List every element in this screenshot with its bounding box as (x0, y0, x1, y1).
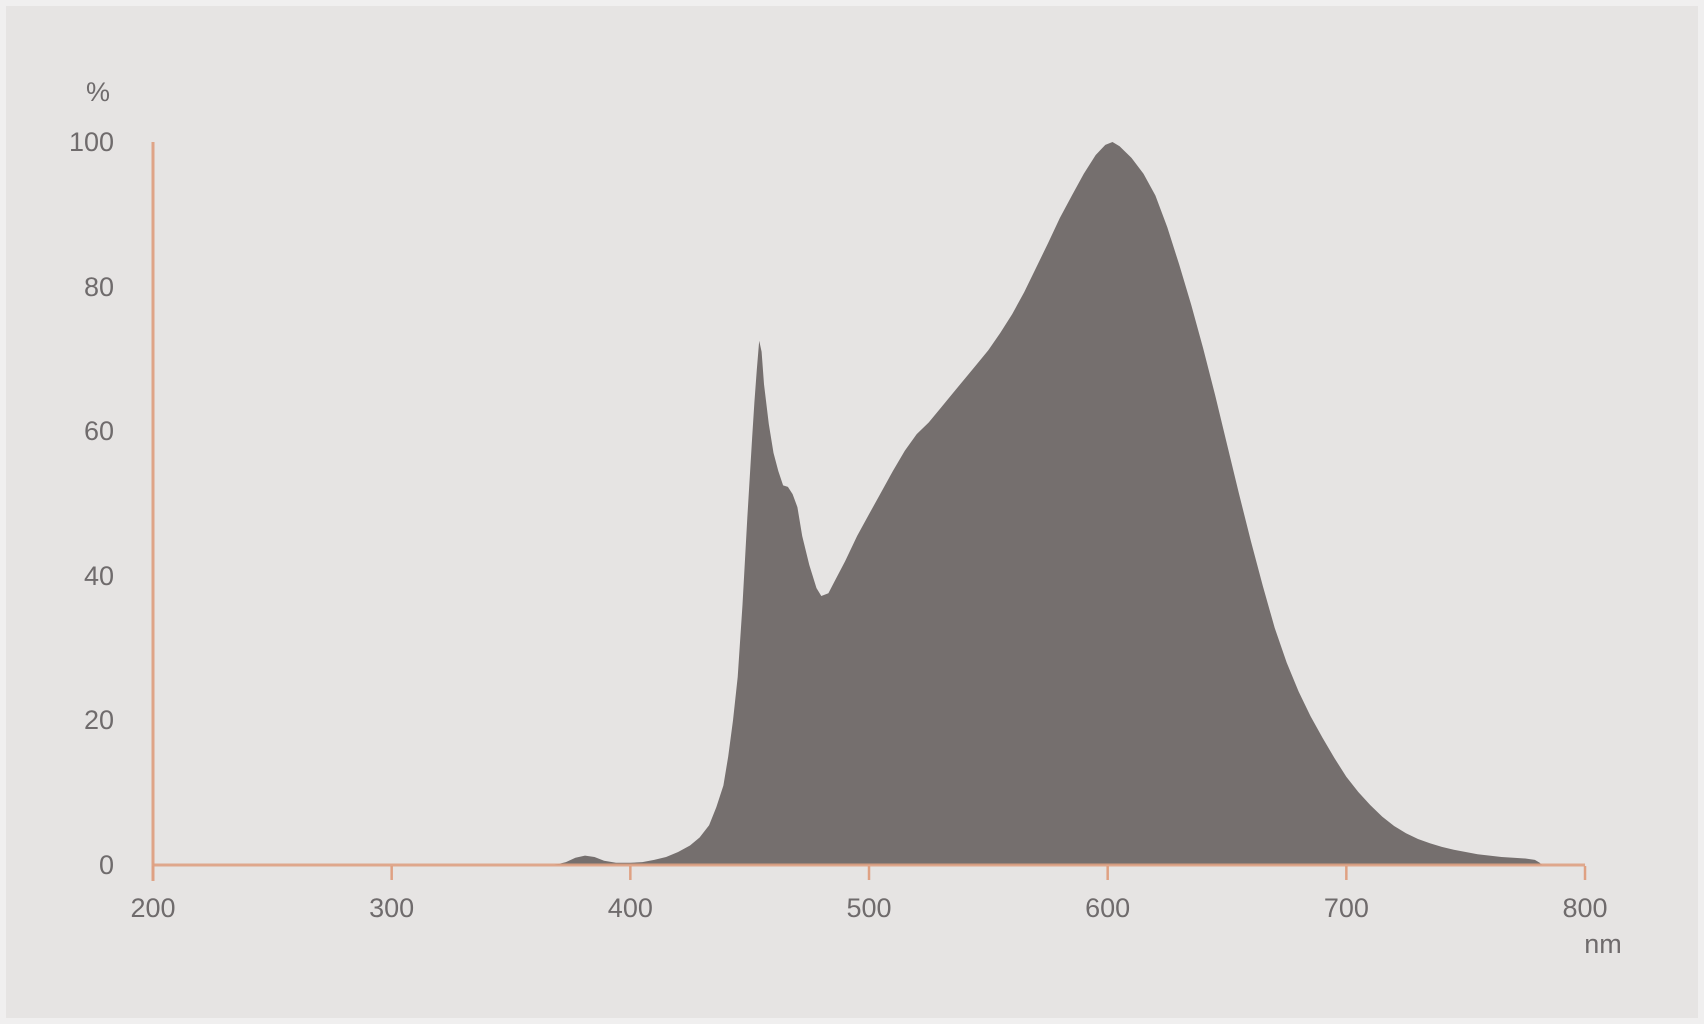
y-tick-label: 0 (98, 850, 114, 880)
x-tick-label: 500 (846, 893, 892, 923)
x-tick-label: 800 (1562, 893, 1608, 923)
x-tick-label: 200 (130, 893, 176, 923)
x-axis-unit-label: nm (1584, 929, 1622, 959)
y-tick-label: 20 (83, 705, 114, 736)
x-tick-label: 600 (1085, 893, 1131, 923)
x-tick-label: 300 (369, 893, 415, 923)
y-tick-label: 40 (83, 560, 114, 591)
y-tick-label: 60 (83, 416, 114, 447)
x-tick-label: 400 (607, 893, 653, 923)
x-tick-label: 700 (1323, 893, 1369, 923)
y-tick-label: 100 (68, 127, 114, 157)
spectrum-area-series (153, 142, 1543, 865)
y-axis-unit-label: % (85, 77, 110, 107)
y-tick-label: 80 (83, 271, 114, 302)
